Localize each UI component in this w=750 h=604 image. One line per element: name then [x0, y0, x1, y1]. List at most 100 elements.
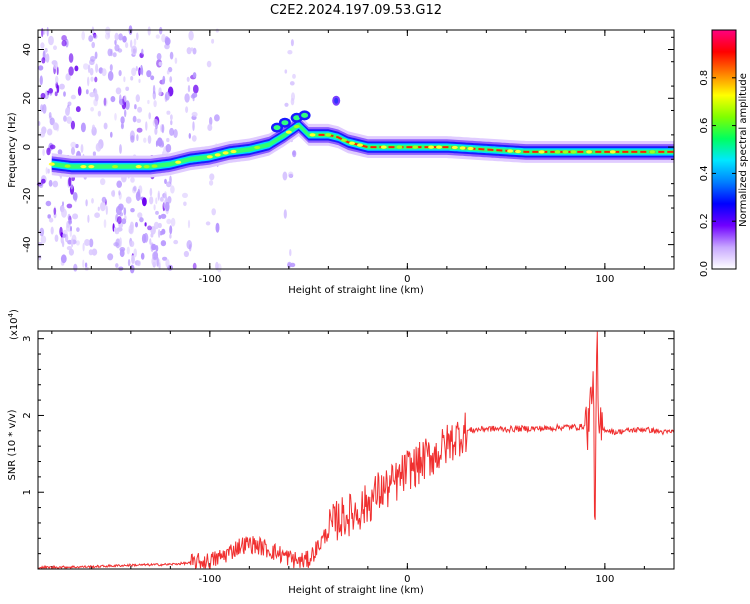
spectrogram-noise-speck: [284, 102, 289, 107]
spectrogram-noise-speck: [91, 41, 95, 49]
spectrogram-noise-speck: [165, 143, 172, 153]
spectrogram-noise-speck: [68, 219, 72, 225]
spectrogram-noise-speck: [209, 173, 215, 181]
spectrogram-frame: [37, 29, 675, 270]
spectrogram-noise-speck: [42, 104, 47, 114]
spectrogram-y-label: Frequency (Hz): [7, 112, 18, 188]
spectrogram-noise-speck: [39, 227, 45, 237]
ridge-highlight: [538, 150, 545, 154]
spectrogram-noise-speck: [284, 69, 288, 74]
spectrogram-noise-speck: [110, 96, 116, 103]
spectrogram-noise-speck: [57, 149, 63, 156]
spectrogram-noise-speck: [131, 45, 138, 56]
ridge-highlight: [254, 145, 261, 150]
spectrogram-noise-speck: [163, 191, 167, 200]
spectrogram-noise-speck: [129, 130, 135, 141]
spectrogram-noise-speck: [40, 92, 46, 100]
colorbar-gradient: [712, 30, 736, 269]
spectrogram-noise-speck: [76, 227, 80, 233]
spectrogram-noise-speck: [153, 250, 159, 260]
spectrogram-noise-speck: [61, 208, 67, 218]
spectrogram-noise-speck: [215, 28, 219, 33]
spectrogram-noise-speck: [93, 98, 98, 107]
figure-title: C2E2.2024.197.09.53.G12: [270, 3, 442, 18]
spectrogram-noise-speck: [150, 75, 155, 81]
spectrogram-noise-speck: [166, 70, 170, 75]
ridge-highlight: [325, 133, 332, 137]
spectrogram-noise-speck: [72, 192, 78, 201]
spectrogram-noise-speck: [167, 196, 172, 204]
spectrogram-noise-speck: [142, 197, 147, 207]
ridge-highlight: [380, 145, 387, 149]
spectrogram-noise-speck: [162, 256, 168, 261]
spectrogram-noise-speck: [187, 219, 191, 229]
spectrogram-noise-speck: [73, 263, 78, 272]
spectrogram-noise-speck: [155, 197, 158, 205]
spectrogram-noise-speck: [141, 48, 144, 55]
spectrogram-noise-speck: [56, 66, 59, 76]
spectrogram-noise-speck: [101, 68, 107, 77]
spectrogram-noise-speck: [75, 240, 80, 246]
spectrogram-noise-speck: [87, 76, 90, 87]
spectrogram-noise-speck: [149, 196, 154, 205]
ridge-highlight: [175, 160, 182, 164]
y-tick-label: 3: [22, 335, 33, 341]
ridge-highlight: [609, 150, 616, 154]
x-tick-label: -100: [198, 274, 221, 285]
spectrogram-noise-speck: [137, 188, 141, 198]
spectrogram-noise-speck: [155, 140, 158, 147]
spectrogram-noise-speck: [188, 30, 194, 41]
spectrogram-noise-speck: [49, 144, 56, 150]
ridge-highlight: [88, 165, 95, 169]
spectrogram-noise-speck: [68, 176, 72, 187]
spectrogram-noise-speck: [140, 252, 145, 260]
ridge-highlight: [554, 150, 561, 154]
spectrogram-noise-speck: [135, 94, 140, 103]
ridge-highlight: [112, 165, 118, 169]
ridge-highlight: [586, 150, 593, 154]
spectrogram-noise-speck: [38, 254, 42, 261]
spectrogram-noise-speck: [91, 248, 98, 256]
spectrogram-noise-speck: [107, 253, 114, 261]
spectrogram-noise-speck: [105, 205, 108, 215]
spectrogram-noise-speck: [158, 61, 163, 66]
spectrogram-noise-speck: [89, 67, 94, 76]
spectrogram-noise-speck: [125, 100, 130, 110]
spectrogram-noise-speck: [170, 185, 175, 194]
spectrogram-noise-speck: [289, 81, 295, 86]
y-tick-label: 1: [22, 489, 33, 495]
spectrogram-noise-speck: [160, 240, 167, 247]
spectrogram-noise-speck: [137, 212, 143, 219]
ridge-highlight: [396, 145, 403, 149]
spectrogram-noise-speck: [112, 189, 115, 198]
colorbar-tick-label: 0.8: [699, 70, 710, 86]
spectrogram-noise-speck: [61, 40, 67, 47]
spectrogram-noise-speck: [115, 87, 122, 95]
spectrogram-noise-speck: [153, 221, 159, 230]
spectrogram-noise-speck: [149, 238, 152, 245]
snr-line: [37, 331, 675, 570]
spectrogram-noise-speck: [70, 183, 73, 190]
spectrogram-noise-speck: [137, 106, 143, 113]
spectrogram-noise-speck: [101, 196, 107, 203]
spectrogram-noise-speck: [154, 127, 158, 135]
spectrogram-noise-speck: [70, 141, 77, 148]
spectrogram-noise-speck: [41, 27, 44, 38]
spectrogram-noise-speck: [206, 60, 212, 68]
spectrogram-noise-speck: [85, 89, 89, 95]
ridge-highlight: [222, 151, 229, 155]
spectrogram-noise-speck: [158, 87, 162, 96]
spectrogram-noise-speck: [94, 88, 98, 99]
spectrogram-noise-speck: [136, 127, 143, 133]
spectrogram-noise-speck: [45, 89, 48, 99]
spectrogram-noise-speck: [83, 63, 89, 70]
spectrogram-noise-speck: [91, 124, 96, 131]
spectrogram-noise-speck: [157, 190, 160, 200]
spectrogram-noise-speck: [156, 53, 162, 61]
spectrogram-noise-speck: [123, 76, 126, 83]
colorbar-tick-label: 0.0: [699, 261, 710, 277]
spectrogram-noise-speck: [74, 65, 79, 72]
ridge-highlight: [151, 164, 158, 168]
spectrogram-noise-speck: [186, 76, 190, 82]
spectrogram-noise-speck: [215, 222, 220, 233]
